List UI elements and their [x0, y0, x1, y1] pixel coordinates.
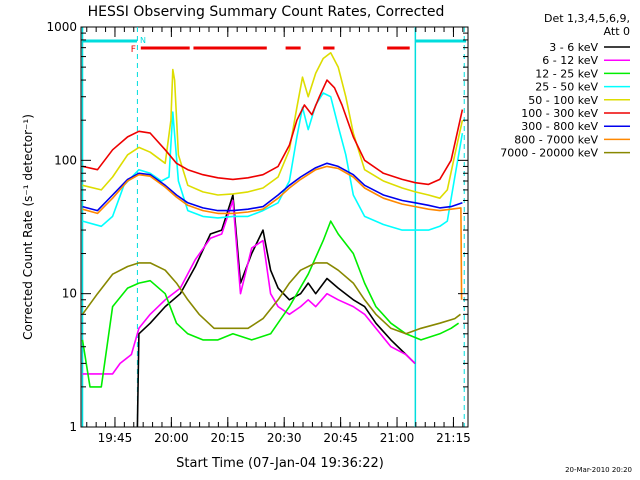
x-tick-label: 21:00: [380, 431, 415, 445]
orbit-markers: NF: [81, 27, 467, 427]
legend-label: 3 - 6 keV: [549, 41, 598, 54]
series-layer: [81, 51, 464, 428]
legend-label: 800 - 7000 keV: [514, 133, 598, 146]
legend-label: 300 - 800 keV: [521, 120, 598, 133]
x-axis: 19:45 20:00 20:15 20:30 20:45 21:00 21:15: [86, 27, 471, 445]
plot-area: NF 1 10 100 1000 19:45 20:00 20:15 20:30 20:45 2…: [46, 20, 470, 445]
night-marker-label: N: [140, 36, 146, 45]
legend-label: 7000 - 20000 keV: [500, 147, 598, 160]
x-tick-label: 20:30: [267, 431, 302, 445]
series-line-7: [82, 162, 463, 212]
x-tick-label: 20:00: [154, 431, 189, 445]
legend-label: 6 - 12 keV: [542, 54, 598, 67]
series-line-1: [136, 194, 416, 428]
legend-label: 12 - 25 keV: [535, 67, 598, 80]
y-axis: 1 10 100 1000: [46, 20, 468, 434]
y-axis-label: Corrected Count Rate (s⁻¹ detector⁻¹): [21, 114, 35, 340]
legend-label: 25 - 50 keV: [535, 81, 598, 94]
legend-label: 100 - 300 keV: [521, 107, 598, 120]
series-line-5: [82, 51, 464, 199]
legend-header-line-1: Det 1,3,4,5,6,9,: [544, 12, 630, 25]
flare-marker-label: F: [131, 45, 136, 55]
y-tick-label: 100: [54, 153, 77, 167]
series-line-2: [82, 199, 416, 375]
y-tick-label: 10: [62, 287, 77, 301]
x-tick-label: 20:45: [323, 431, 358, 445]
series-line-8: [82, 165, 463, 300]
series-line-6: [82, 79, 464, 186]
y-tick-label: 1: [69, 420, 77, 434]
generation-timestamp: 20-Mar-2010 20:20: [565, 466, 632, 474]
chart-title: HESSI Observing Summary Count Rates, Cor…: [88, 4, 445, 20]
x-tick-label: 21:15: [436, 431, 471, 445]
y-tick-label: 1000: [46, 20, 77, 34]
series-line-9: [81, 262, 461, 335]
legend-header-line-2: Att 0: [604, 25, 630, 38]
legend-label: 50 - 100 keV: [528, 94, 598, 107]
series-line-4: [82, 92, 464, 231]
x-tick-label: 19:45: [98, 431, 133, 445]
x-tick-label: 20:15: [210, 431, 245, 445]
series-line-3: [81, 220, 460, 388]
x-axis-label: Start Time (07-Jan-04 19:36:22): [176, 456, 384, 471]
